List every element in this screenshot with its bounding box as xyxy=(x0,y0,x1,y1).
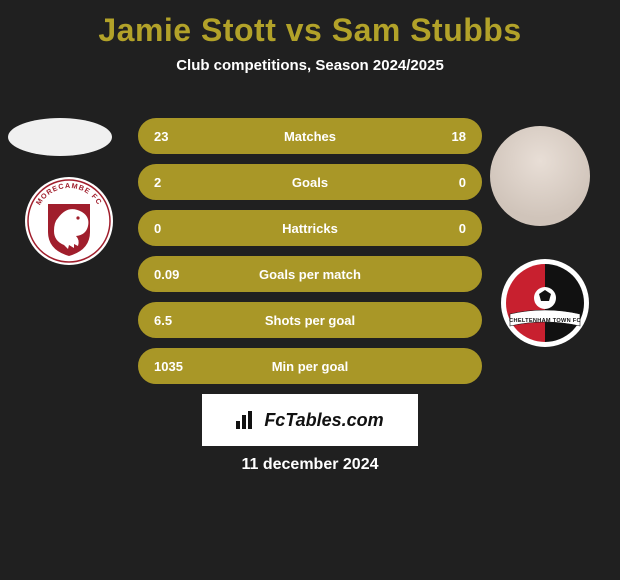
stat-row: 6.5Shots per goal xyxy=(138,302,482,338)
stat-label: Hattricks xyxy=(241,221,378,236)
vs-text: vs xyxy=(286,12,323,48)
player1-name: Jamie Stott xyxy=(98,12,276,48)
fctables-banner: FcTables.com xyxy=(202,394,418,446)
page-title: Jamie Stott vs Sam Stubbs xyxy=(0,0,620,49)
stat-row: 0.09Goals per match xyxy=(138,256,482,292)
stat-label: Min per goal xyxy=(241,359,378,374)
stat-left: 2 xyxy=(154,175,241,190)
player1-avatar xyxy=(8,118,112,156)
stats-table: 23Matches182Goals00Hattricks00.09Goals p… xyxy=(138,118,482,394)
player2-avatar xyxy=(490,126,590,226)
fctables-text: FcTables.com xyxy=(264,410,383,431)
stat-row: 1035Min per goal xyxy=(138,348,482,384)
stat-label: Goals xyxy=(241,175,378,190)
stat-right: 0 xyxy=(379,175,466,190)
stat-right: 18 xyxy=(379,129,466,144)
stat-label: Shots per goal xyxy=(241,313,378,328)
stat-left: 1035 xyxy=(154,359,241,374)
stat-left: 6.5 xyxy=(154,313,241,328)
player2-club-badge: CHELTENHAM TOWN FC xyxy=(500,258,590,348)
player2-name: Sam Stubbs xyxy=(332,12,522,48)
stat-row: 0Hattricks0 xyxy=(138,210,482,246)
stat-label: Goals per match xyxy=(241,267,378,282)
stat-left: 0 xyxy=(154,221,241,236)
stat-right: 0 xyxy=(379,221,466,236)
stat-left: 0.09 xyxy=(154,267,241,282)
player1-club-badge: MORECAMBE FC xyxy=(24,176,114,266)
svg-text:CHELTENHAM TOWN FC: CHELTENHAM TOWN FC xyxy=(509,318,581,324)
subtitle: Club competitions, Season 2024/2025 xyxy=(0,57,620,74)
stat-row: 23Matches18 xyxy=(138,118,482,154)
stat-row: 2Goals0 xyxy=(138,164,482,200)
stat-left: 23 xyxy=(154,129,241,144)
fctables-icon xyxy=(236,411,258,429)
stat-label: Matches xyxy=(241,129,378,144)
date-text: 11 december 2024 xyxy=(0,456,620,474)
